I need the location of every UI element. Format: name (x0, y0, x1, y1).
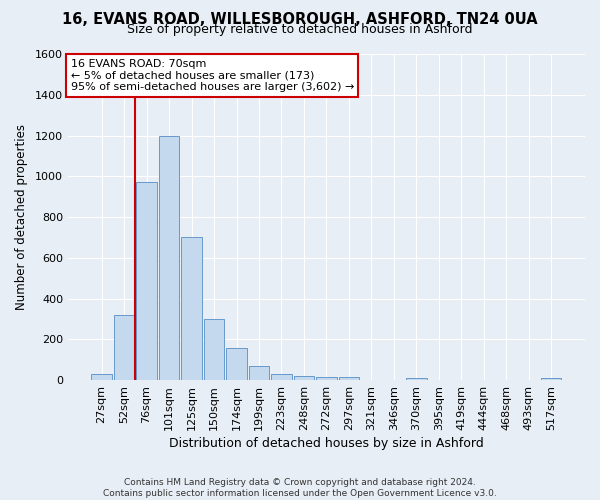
Text: 16, EVANS ROAD, WILLESBOROUGH, ASHFORD, TN24 0UA: 16, EVANS ROAD, WILLESBOROUGH, ASHFORD, … (62, 12, 538, 28)
Bar (271, 374, 292, 380)
Bar (249, 366, 269, 380)
Text: 16 EVANS ROAD: 70sqm
← 5% of detached houses are smaller (173)
95% of semi-detac: 16 EVANS ROAD: 70sqm ← 5% of detached ho… (71, 59, 354, 92)
Bar (294, 376, 314, 380)
Bar (226, 348, 247, 380)
Bar (114, 315, 134, 380)
Text: Contains HM Land Registry data © Crown copyright and database right 2024.
Contai: Contains HM Land Registry data © Crown c… (103, 478, 497, 498)
Bar (339, 377, 359, 380)
Text: Size of property relative to detached houses in Ashford: Size of property relative to detached ho… (127, 22, 473, 36)
Bar (159, 136, 179, 380)
Bar (316, 377, 337, 380)
Bar (181, 238, 202, 380)
Bar (136, 182, 157, 380)
Bar (204, 319, 224, 380)
Bar (541, 378, 562, 380)
Bar (91, 374, 112, 380)
Bar (406, 378, 427, 380)
X-axis label: Distribution of detached houses by size in Ashford: Distribution of detached houses by size … (169, 437, 484, 450)
Y-axis label: Number of detached properties: Number of detached properties (15, 124, 28, 310)
